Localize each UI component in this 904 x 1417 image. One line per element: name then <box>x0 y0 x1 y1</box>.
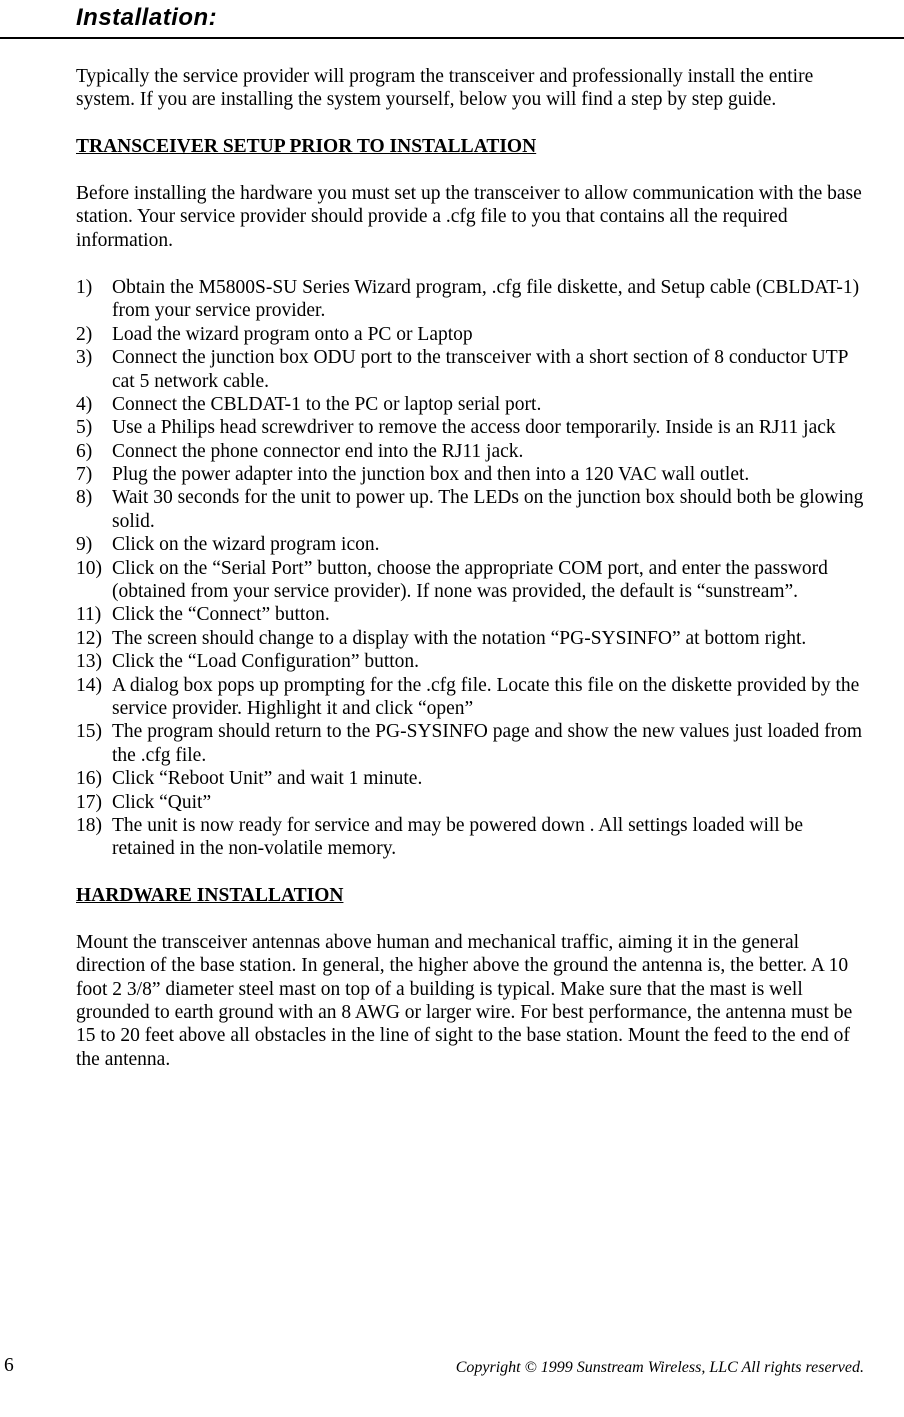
page-container: Installation: Typically the service prov… <box>0 0 904 1071</box>
heading-rule <box>0 37 904 39</box>
step-item: The unit is now ready for service and ma… <box>76 814 864 861</box>
step-item: Click “Reboot Unit” and wait 1 minute. <box>76 767 864 790</box>
steps-list: Obtain the M5800S-SU Series Wizard progr… <box>76 276 864 861</box>
section2-body: Mount the transceiver antennas above hum… <box>76 931 864 1071</box>
step-item: The program should return to the PG-SYSI… <box>76 720 864 767</box>
step-item: Click the “Connect” button. <box>76 603 864 626</box>
content-area: Typically the service provider will prog… <box>0 65 904 1071</box>
step-item: Click on the wizard program icon. <box>76 533 864 556</box>
step-item: Connect the junction box ODU port to the… <box>76 346 864 393</box>
main-heading: Installation: <box>76 4 904 32</box>
copyright-text: Copyright © 1999 Sunstream Wireless, LLC… <box>456 1359 864 1377</box>
step-item: Plug the power adapter into the junction… <box>76 463 864 486</box>
step-item: Click on the “Serial Port” button, choos… <box>76 557 864 604</box>
section2-heading: HARDWARE INSTALLATION <box>76 885 864 907</box>
step-item: Load the wizard program onto a PC or Lap… <box>76 323 864 346</box>
section1-intro: Before installing the hardware you must … <box>76 182 864 252</box>
step-item: Click “Quit” <box>76 791 864 814</box>
step-item: A dialog box pops up prompting for the .… <box>76 674 864 721</box>
step-item: Use a Philips head screwdriver to remove… <box>76 416 864 439</box>
step-item: The screen should change to a display wi… <box>76 627 864 650</box>
step-item: Connect the CBLDAT-1 to the PC or laptop… <box>76 393 864 416</box>
intro-paragraph: Typically the service provider will prog… <box>76 65 864 112</box>
step-item: Wait 30 seconds for the unit to power up… <box>76 486 864 533</box>
step-item: Connect the phone connector end into the… <box>76 440 864 463</box>
section1-heading: TRANSCEIVER SETUP PRIOR TO INSTALLATION <box>76 136 864 158</box>
step-item: Obtain the M5800S-SU Series Wizard progr… <box>76 276 864 323</box>
step-item: Click the “Load Configuration” button. <box>76 650 864 673</box>
page-number: 6 <box>4 1355 14 1377</box>
